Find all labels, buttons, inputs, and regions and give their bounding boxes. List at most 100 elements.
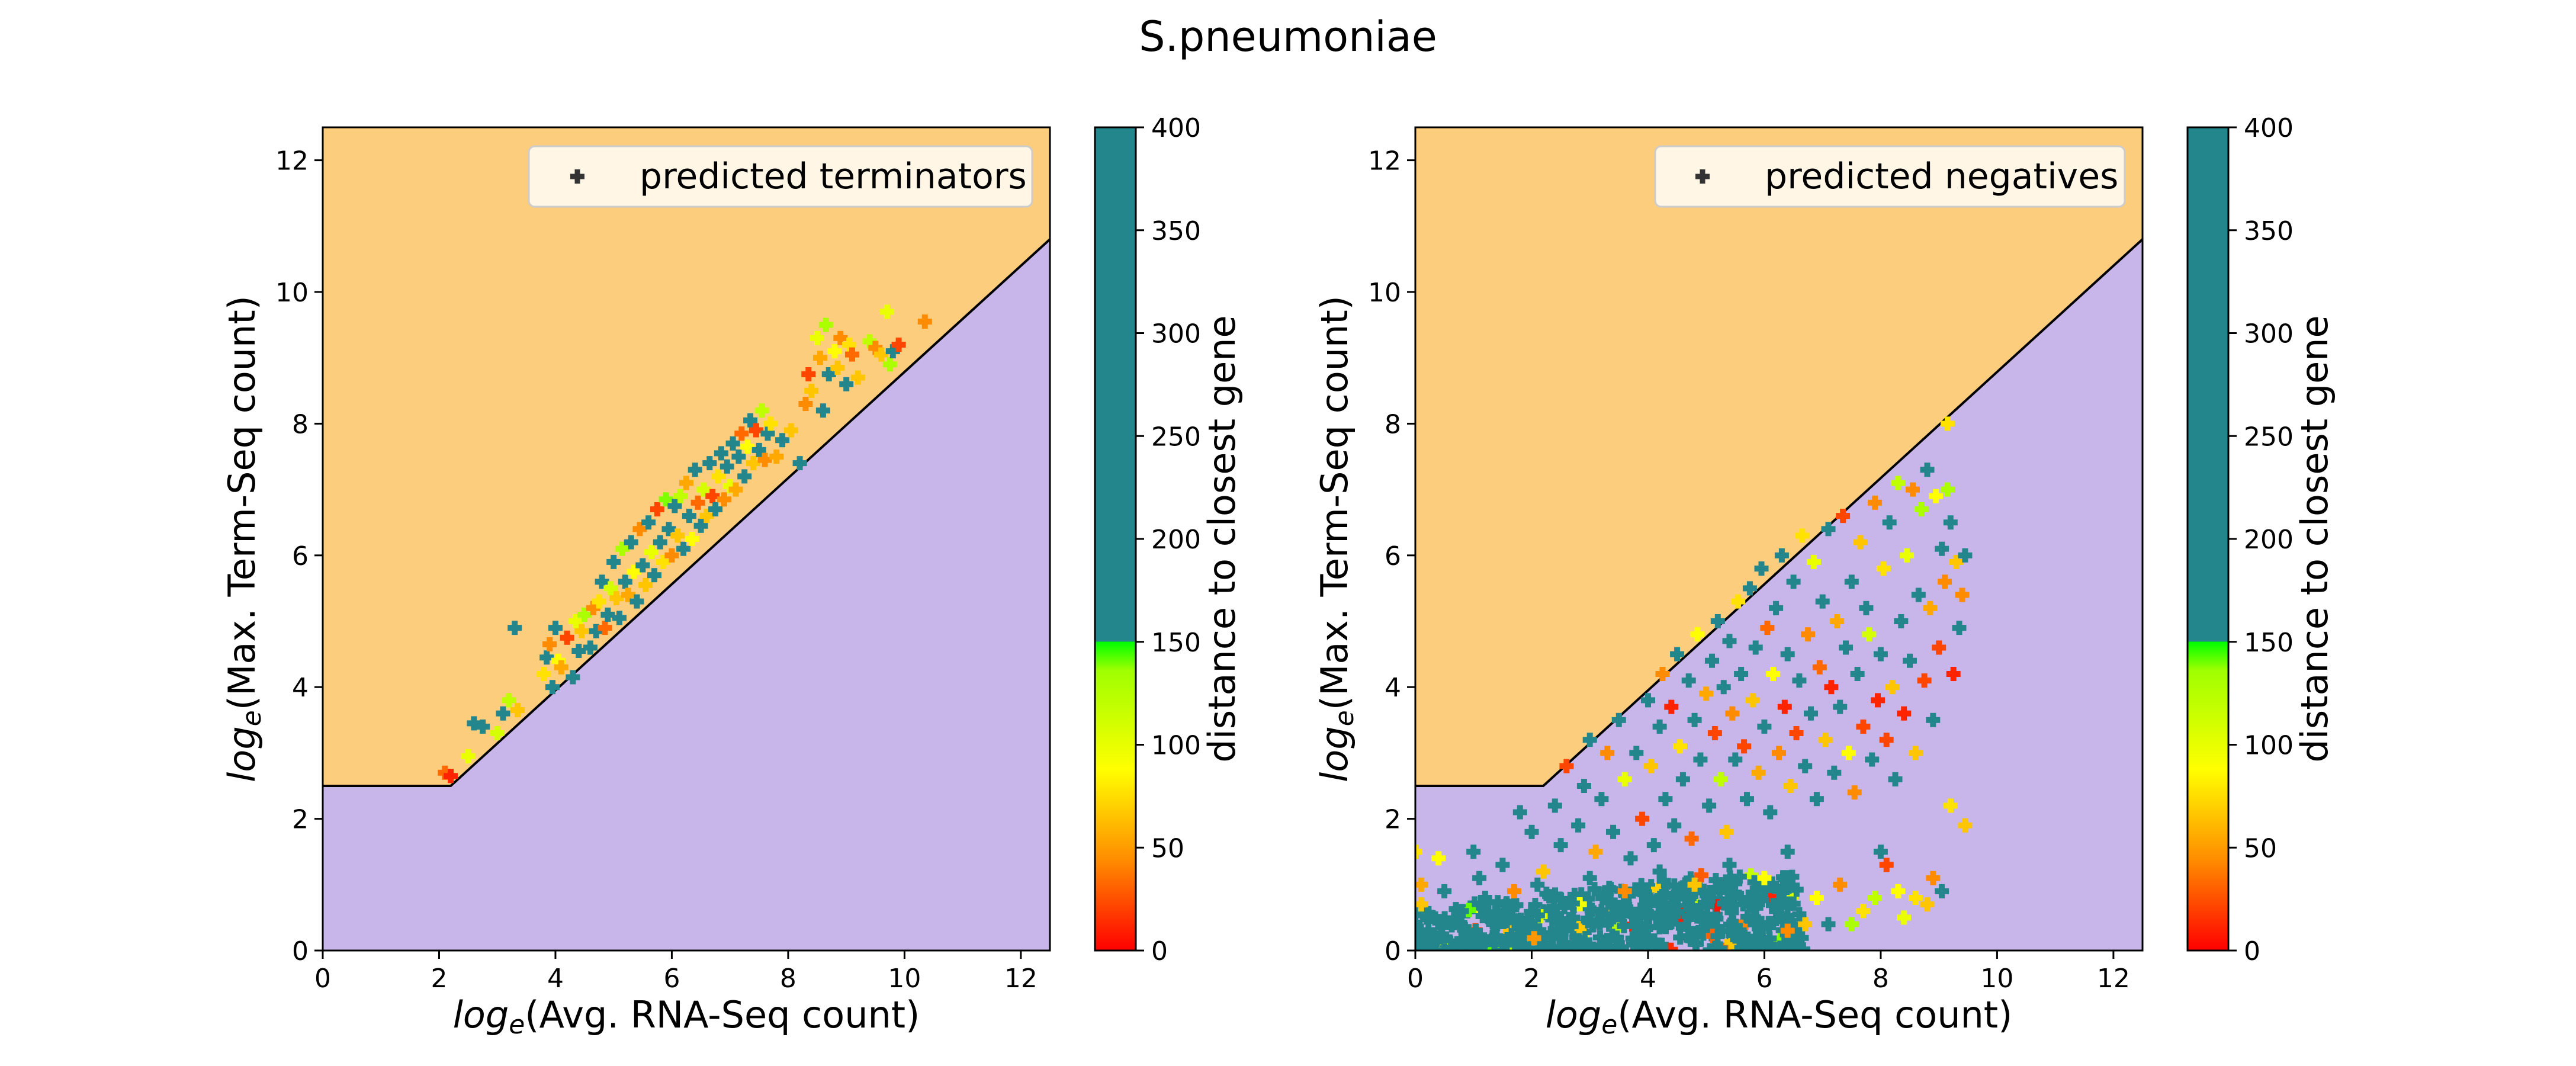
right-band-point xyxy=(1749,929,1764,944)
right-band-point xyxy=(1713,883,1727,897)
right-scatter-point xyxy=(1588,845,1603,859)
left-x-tick-label: 10 xyxy=(888,964,921,994)
right-scatter-point xyxy=(1868,891,1883,905)
right-scatter-point xyxy=(1646,838,1661,853)
right-scatter-point xyxy=(1667,818,1682,833)
right-scatter-point xyxy=(1804,706,1818,721)
right-scatter-point xyxy=(1512,805,1527,820)
right-x-tick-label: 6 xyxy=(1756,964,1772,994)
right-legend-marker xyxy=(1695,169,1710,184)
right-scatter-point xyxy=(1888,772,1903,786)
left-scatter-point xyxy=(882,357,897,372)
right-scatter-point xyxy=(1673,739,1687,754)
left-scatter-point xyxy=(653,535,667,550)
right-scatter-point xyxy=(1652,719,1667,734)
left-scatter-point xyxy=(728,482,743,497)
right-band-point xyxy=(1470,943,1485,951)
left-scatter-point xyxy=(725,436,740,451)
right-scatter-point xyxy=(1795,528,1810,543)
right-band-point xyxy=(1789,882,1804,897)
left-y-tick-label: 4 xyxy=(292,673,309,703)
left-scatter-point xyxy=(496,706,510,721)
right-scatter-point xyxy=(1731,594,1746,609)
right-scatter-point xyxy=(1917,673,1932,688)
right-scatter-point xyxy=(1929,489,1944,503)
right-scatter-point xyxy=(1818,733,1833,747)
right-band-point xyxy=(1583,913,1598,927)
left-scatter-point xyxy=(839,377,854,391)
right-scatter-point xyxy=(1946,667,1961,681)
left-scatter-point xyxy=(885,344,900,359)
right-band-point xyxy=(1428,911,1443,926)
right-band-point xyxy=(1546,940,1560,951)
right-band-point xyxy=(1727,885,1742,900)
left-scatter-point xyxy=(632,522,647,537)
left-scatter-point xyxy=(571,644,586,658)
right-colorbar-tick-label: 150 xyxy=(2244,628,2294,658)
right-band-point xyxy=(1788,933,1803,947)
right-scatter-point xyxy=(1437,943,1452,951)
left-legend-label: predicted terminators xyxy=(640,156,1027,197)
left-scatter-point xyxy=(708,502,723,516)
right-y-tick-label: 10 xyxy=(1368,278,1401,308)
right-scatter-point xyxy=(1547,798,1562,813)
right-colorbar: 0 50 100 150 200 250 300 350 400 distance to clo… xyxy=(2186,113,2336,967)
right-scatter-point xyxy=(1821,522,1836,537)
right-band-point xyxy=(1554,927,1569,942)
right-band-point xyxy=(1487,937,1502,951)
left-scatter-point xyxy=(612,611,627,625)
right-band-point xyxy=(1723,870,1737,885)
left-scatter-point xyxy=(717,492,731,507)
right-band-point xyxy=(1644,940,1659,951)
right-colorbar-tick-label: 250 xyxy=(2244,422,2294,452)
right-scatter-point xyxy=(1431,851,1446,866)
right-scatter-point xyxy=(1935,541,1949,556)
right-band-point xyxy=(1415,933,1423,948)
right-band-point xyxy=(1604,882,1618,897)
left-plot-frame xyxy=(322,126,1051,952)
right-band-point xyxy=(1625,931,1640,946)
right-scatter-point xyxy=(1766,667,1781,681)
right-band-point xyxy=(1787,917,1801,932)
right-scatter-point xyxy=(1594,904,1609,919)
right-scatter-point xyxy=(1722,858,1737,872)
left-scatter-point xyxy=(629,594,644,609)
right-scatter-point xyxy=(1664,897,1679,912)
left-scatter-point xyxy=(754,403,769,418)
left-scatter-point xyxy=(792,456,807,471)
right-scatter-point xyxy=(1821,917,1836,932)
right-scatter-point xyxy=(1734,891,1749,905)
right-band-point xyxy=(1558,936,1573,951)
right-scatter-point xyxy=(1833,877,1848,892)
right-scatter-point xyxy=(1643,759,1658,773)
right-band-point xyxy=(1651,882,1665,897)
right-band-point xyxy=(1587,882,1602,897)
right-scatter-point xyxy=(1873,845,1888,859)
right-band-point xyxy=(1732,869,1747,884)
right-scatter-point xyxy=(1798,917,1813,932)
left-scatter-point xyxy=(714,446,728,461)
left-scatter-point xyxy=(508,621,522,635)
right-scatter-point xyxy=(1958,548,1973,563)
left-colorbar-tick-label: 200 xyxy=(1151,525,1201,555)
right-scatter-point xyxy=(1914,502,1929,516)
right-scatter-point xyxy=(1769,601,1784,615)
right-scatter-point xyxy=(1415,845,1422,859)
right-scatter-point xyxy=(1859,601,1874,615)
right-scatter-point xyxy=(1553,838,1568,853)
right-scatter-point xyxy=(1789,726,1804,740)
right-scatter-point xyxy=(1722,634,1737,648)
left-scatter-point xyxy=(813,351,827,365)
left-scatter-point xyxy=(685,532,699,546)
left-scatter-point xyxy=(688,463,702,477)
left-scatter-point xyxy=(749,423,763,438)
right-band-point xyxy=(1673,930,1688,945)
right-scatter-point xyxy=(1664,699,1679,714)
right-y-tick-label: 6 xyxy=(1385,541,1401,571)
right-band-point xyxy=(1610,930,1624,945)
right-scatter-point xyxy=(1611,943,1626,951)
right-scatter-point xyxy=(1772,746,1786,760)
right-x-label-log: log xyxy=(1546,993,1602,1036)
